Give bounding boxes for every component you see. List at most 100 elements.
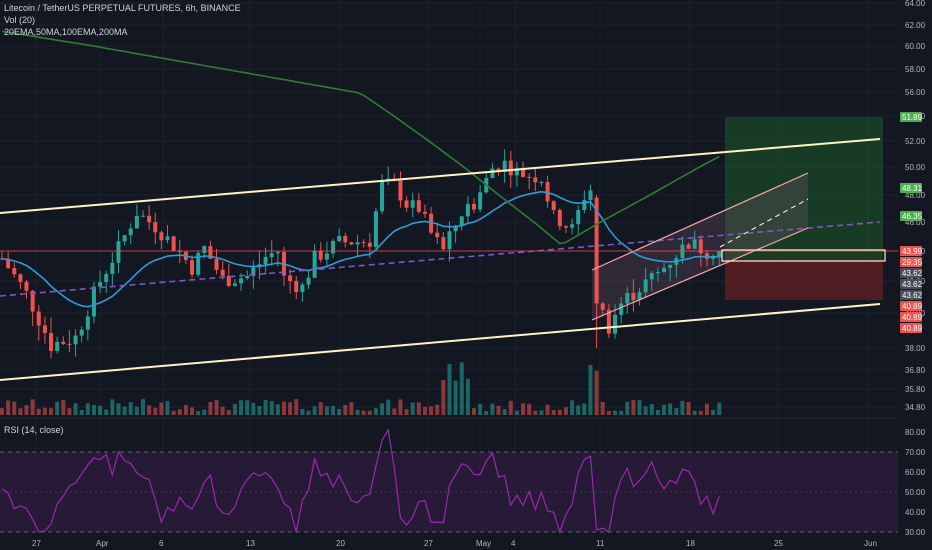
bear-flag-lower [591,227,809,321]
volume-bar [668,403,673,415]
channel-upper-line [0,138,881,214]
candle-body [692,239,697,249]
volume-bar [24,405,29,415]
ema-legend: 20EMA,50MA,100EMA,200MA [4,27,128,37]
volume-bar [508,400,513,415]
volume-bar [98,405,103,415]
candle-body [275,251,280,254]
volume-bar [453,380,458,415]
volume-bar [441,379,446,415]
price-tick-label: 46.00 [905,218,926,227]
volume-bar [196,410,201,415]
volume-bar [355,409,360,415]
volume-bar [331,405,336,415]
candle-body [337,236,342,242]
volume-bar [637,400,642,415]
price-tag-label: 51.89 [902,113,923,122]
volume-bar [318,402,323,415]
volume-bar [208,401,213,415]
price-tag-label: 40.89 [902,302,923,311]
volume-bar [563,407,568,415]
volume-bar [649,404,654,415]
volume-legend: Vol (20) [4,15,36,25]
volume-bar [281,401,286,415]
volume-bar [373,408,378,415]
volume-bar [478,403,483,415]
candle-body [128,228,133,236]
time-tick-label: 27 [32,539,41,548]
price-axis[interactable]: 34.8035.8036.8038.0040.0042.0044.0046.00… [905,0,926,412]
volume-bar [490,403,495,415]
candle-body [631,293,636,301]
volume-bar [625,401,630,415]
trendlines [0,138,898,381]
volume-bar [496,405,501,415]
price-tag-box [900,268,922,278]
candle-body [324,253,329,260]
volume-bar [232,403,237,415]
candle-body [533,177,538,183]
volume-bar [275,404,280,415]
rsi-tick-label: 50.00 [905,488,926,497]
volume-bar [380,403,385,415]
volume-bar [324,406,329,415]
volume-bar [619,410,624,415]
rsi-legend: RSI (14, close) [4,425,64,435]
volume-bar [410,402,415,415]
candle-body [165,236,170,241]
volume-bar [306,410,311,415]
drawing-tools [592,117,883,320]
price-tick-label: 48.00 [905,191,926,200]
candle-body [263,257,268,265]
ma50-line [0,221,881,297]
volume-bar [61,399,66,415]
volume-bar [398,399,403,415]
volume-bar [576,405,581,415]
candle-body [67,343,72,345]
candle-body [239,278,244,284]
candle-body [422,211,427,214]
candle-body [300,284,305,293]
volume-bar [367,410,372,415]
volume-bar [459,362,464,415]
candle-body [226,275,231,287]
volume-bar [594,370,599,415]
time-tick-label: 6 [159,539,164,548]
volume-bar [613,410,617,415]
volume-bar [202,409,207,415]
price-tag-label: 43.62 [902,291,923,300]
volume-bar [55,401,60,415]
candle-body [539,182,544,184]
volume-bar [6,400,11,415]
volume-bars [0,362,722,415]
price-tag-label: 40.89 [902,313,923,322]
volume-bar [49,408,54,415]
volume-bar [361,410,366,415]
chart-title: Litecoin / TetherUS PERPETUAL FUTURES, 6… [4,3,241,13]
time-axis[interactable]: 27 Apr 6 13 20 27 May 4 11 18 25 Jun [32,539,877,548]
candle-body [331,241,336,254]
time-tick-label: May [476,539,491,548]
candle-body [410,200,415,208]
time-tick-label: 11 [596,539,605,548]
volume-bar [214,399,219,415]
volume-bar [159,402,164,415]
volume-bar [386,399,391,415]
volume-bar [30,399,35,415]
volume-bar [588,365,593,415]
price-tick-label: 36.80 [905,366,926,375]
candle-body [367,242,372,247]
price-tag-box [900,211,922,221]
candle-body [441,237,446,250]
volume-bar [600,401,605,415]
volume-bar [662,404,667,415]
volume-bar [171,410,176,415]
volume-bar [226,410,231,415]
candle-body [435,232,440,238]
candle-body [147,215,152,223]
price-tag-label: 40.89 [902,324,923,333]
price-tag-box [900,246,922,256]
candle-body [576,209,581,225]
candle-body [643,279,648,293]
